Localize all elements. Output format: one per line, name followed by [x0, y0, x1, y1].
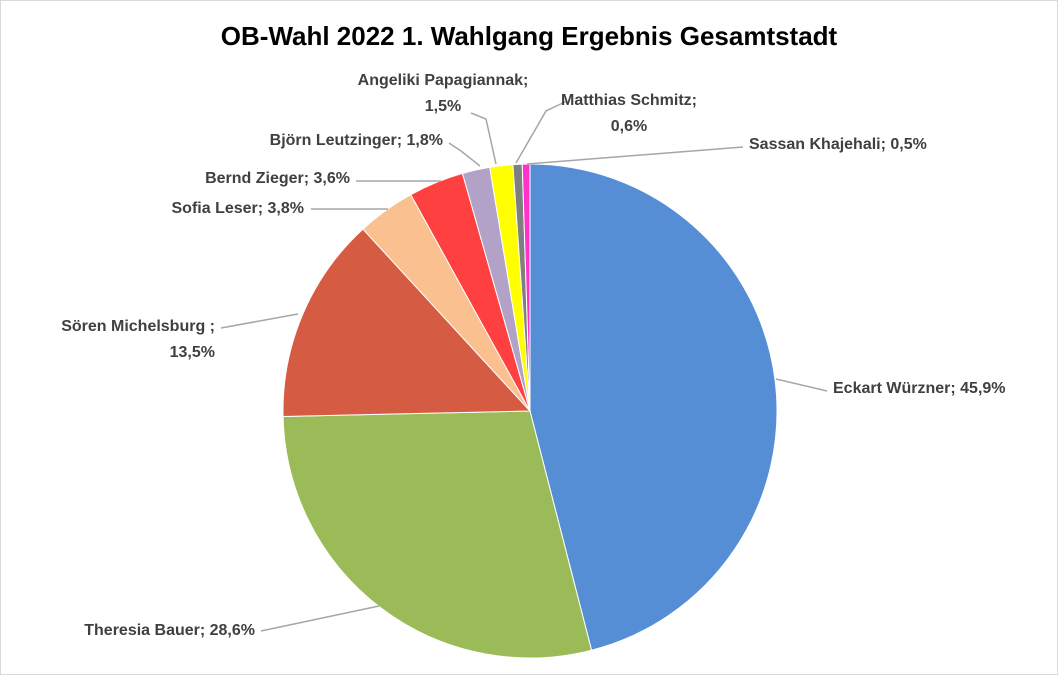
slice-label-line: Angeliki Papagiannak; [358, 72, 529, 89]
slice-label-6: Björn Leutzinger; 1,8% [270, 132, 443, 149]
slice-label-line: Björn Leutzinger; 1,8% [270, 132, 443, 149]
leader-line-9 [526, 146, 744, 165]
slice-label-line: 0,6% [611, 118, 647, 135]
leader-line-6 [448, 142, 481, 167]
chart-title: OB-Wahl 2022 1. Wahlgang Ergebnis Gesamt… [220, 21, 838, 51]
leader-line-7 [470, 112, 497, 165]
slice-label-line: Theresia Bauer; 28,6% [84, 622, 255, 639]
slice-label-line: Sassan Khajehali; 0,5% [749, 136, 927, 153]
slice-label-2: Theresia Bauer; 28,6% [84, 622, 255, 639]
slice-label-line: Sören Michelsburg ; [61, 318, 215, 335]
slice-label-1: Eckart Würzner; 45,9% [833, 380, 1006, 397]
pie-slice-3 [282, 228, 532, 417]
slice-label-8: Matthias Schmitz; 0,6% [561, 92, 697, 135]
leader-line-8 [515, 100, 568, 164]
leader-line-3 [220, 313, 299, 329]
slice-label-4: Sofia Leser; 3,8% [172, 200, 305, 217]
slice-label-5: Bernd Zieger; 3,6% [205, 170, 350, 187]
slice-label-line: Bernd Zieger; 3,6% [205, 170, 350, 187]
pie-slice-1 [529, 163, 778, 651]
slice-label-line: Eckart Würzner; 45,9% [833, 380, 1006, 397]
slice-label-line: 13,5% [170, 344, 215, 361]
slice-label-line: Matthias Schmitz; [561, 92, 697, 109]
pie-slice-2 [282, 410, 593, 659]
slice-label-line: Sofia Leser; 3,8% [172, 200, 305, 217]
slice-label-line: 1,5% [425, 98, 461, 115]
slice-label-9: Sassan Khajehali; 0,5% [749, 136, 927, 153]
slice-label-3: Sören Michelsburg ; 13,5% [61, 318, 215, 361]
leader-line-2 [260, 605, 380, 632]
leader-line-1 [775, 378, 828, 392]
slice-label-7: Angeliki Papagiannak; 1,5% [358, 72, 529, 115]
